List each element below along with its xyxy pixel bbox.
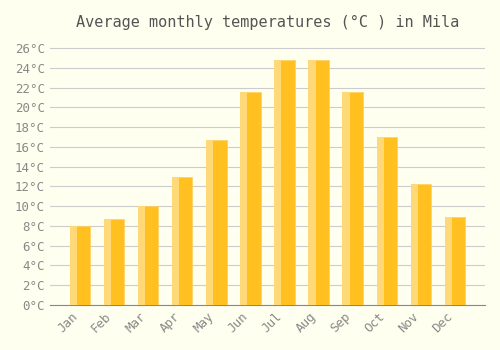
Bar	[172, 176, 193, 305]
Bar	[445, 217, 465, 305]
Bar	[104, 219, 124, 305]
Bar	[138, 206, 158, 305]
Bar	[410, 184, 431, 305]
Bar	[342, 92, 363, 305]
Bar	[104, 219, 111, 305]
Bar	[308, 60, 316, 305]
Bar	[410, 184, 418, 305]
Bar	[342, 92, 349, 305]
Bar	[308, 60, 329, 305]
Bar	[274, 60, 281, 305]
Title: Average monthly temperatures (°C ) in Mila: Average monthly temperatures (°C ) in Mi…	[76, 15, 459, 30]
Bar	[376, 137, 384, 305]
Bar	[70, 226, 77, 305]
Bar	[240, 92, 260, 305]
Bar	[376, 137, 397, 305]
Bar	[138, 206, 145, 305]
Bar	[274, 60, 294, 305]
Bar	[206, 140, 227, 305]
Bar	[172, 176, 179, 305]
Bar	[240, 92, 248, 305]
Bar	[206, 140, 213, 305]
Bar	[70, 226, 90, 305]
Bar	[445, 217, 452, 305]
